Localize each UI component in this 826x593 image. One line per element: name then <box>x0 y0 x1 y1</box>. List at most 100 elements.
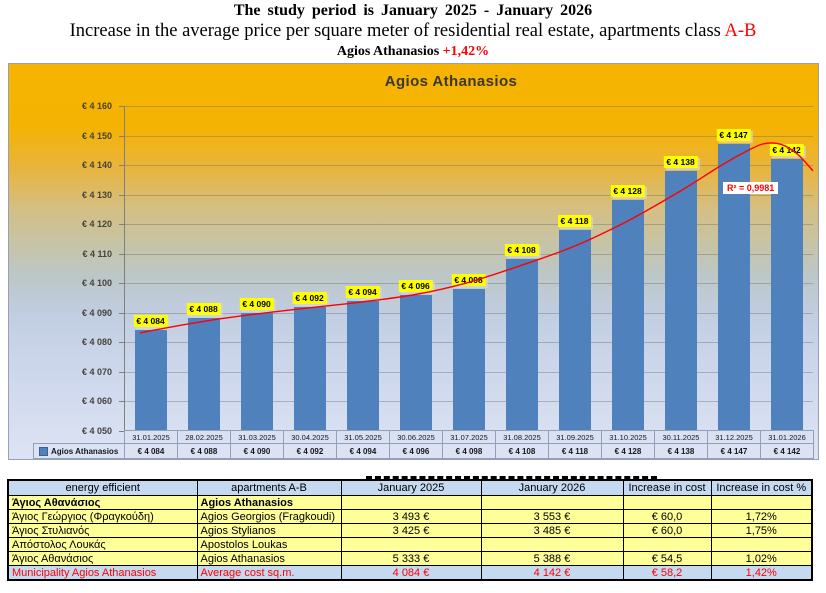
table-header-cell: January 2025 <box>340 479 482 496</box>
bar-value-label: € 4 092 <box>292 291 327 304</box>
table-header-cell: Increase in cost % <box>710 479 813 496</box>
chart-date-cell: 31.12.2025 <box>707 430 761 444</box>
table-row: Άγιος Αθανάσιος Agios Athanasios <box>7 495 813 510</box>
chart-date-cell: 31.07.2025 <box>442 430 496 444</box>
bar <box>399 294 432 431</box>
y-gridline <box>124 194 813 196</box>
table-cell: € 54,5 <box>622 551 712 566</box>
y-axis-tick-label: € 4 120 <box>81 219 112 229</box>
chart-date-cell: 31.08.2025 <box>495 430 549 444</box>
chart-value-cell: € 4 096 <box>389 443 443 459</box>
bar <box>558 229 591 431</box>
table-header-cell: Increase in cost <box>622 479 712 496</box>
y-axis-tick-mark <box>119 194 124 196</box>
chart-date-cell: 31.10.2025 <box>601 430 655 444</box>
table-cell: 3 485 € <box>480 523 624 538</box>
y-axis-tick-mark <box>119 106 124 107</box>
y-axis-tick-mark <box>119 135 124 137</box>
chart-value-cell: € 4 084 <box>124 443 178 459</box>
table-cell: 3 493 € <box>340 509 482 524</box>
r-squared-label: R² = 0,9981 <box>723 182 779 194</box>
table-header-cell: apartments A-B <box>196 479 342 496</box>
table-cell: 5 333 € <box>340 551 482 566</box>
y-axis-tick-label: € 4 090 <box>81 307 112 318</box>
y-axis-tick-mark <box>119 253 124 255</box>
y-gridline <box>124 106 813 107</box>
table-cell: € 60,0 <box>622 523 712 538</box>
table-cell: Άγιος Γεώργιος (Φραγκούδη) <box>7 509 198 524</box>
y-axis-tick-label: € 4 160 <box>81 101 112 111</box>
series-color-swatch-icon <box>39 446 48 456</box>
y-gridline <box>124 165 813 166</box>
table-cell: Agios Athanasios <box>196 495 342 510</box>
chart-date-cell: 28.02.2025 <box>177 430 231 444</box>
bar <box>240 312 273 431</box>
bar <box>611 200 644 431</box>
chart-legend-label: Agios Athanasios <box>51 446 119 456</box>
chart-value-cell: € 4 142 <box>760 443 814 459</box>
table-cell: 1,02% <box>710 551 813 566</box>
bar-value-label: € 4 108 <box>504 244 539 257</box>
bar-value-label: € 4 090 <box>239 297 274 310</box>
table-cell: Agios Athanasios <box>196 551 342 566</box>
y-axis-tick-mark <box>119 430 124 432</box>
chart-value-cell: € 4 138 <box>654 443 708 459</box>
table-row: Άγιος Αθανάσιος Agios Athanasios 5 333 €5 … <box>7 551 813 566</box>
y-axis-line <box>124 106 125 431</box>
chart-value-cell: € 4 090 <box>230 443 284 459</box>
table-cell: Άγιος Στυλιανός <box>7 523 198 538</box>
y-axis-tick-mark <box>119 401 124 402</box>
table-cell: 3 553 € <box>480 509 624 524</box>
chart-date-cell: 30.04.2025 <box>283 430 337 444</box>
chart-date-cell: 31.03.2025 <box>230 430 284 444</box>
chart-value-cell: € 4 147 <box>707 443 761 459</box>
chart-value-cell: € 4 092 <box>283 443 337 459</box>
chart-value-cell: € 4 088 <box>177 443 231 459</box>
comparison-table: energy efficient apartments A-B January 20… <box>7 479 813 581</box>
y-axis-tick-label: € 4 080 <box>81 337 112 347</box>
y-axis-tick-label: € 4 070 <box>81 366 112 377</box>
page-title-study-period: The study period is January 2025 - Janua… <box>0 2 826 20</box>
bar-value-label: € 4 128 <box>610 185 645 198</box>
y-axis-tick-label: € 4 060 <box>81 396 112 406</box>
table-top-border-artifact <box>366 476 657 479</box>
chart-date-cell: 31.09.2025 <box>548 430 602 444</box>
table-cell: Άγιος Αθανάσιος <box>7 551 198 566</box>
y-axis-tick-mark <box>119 371 124 373</box>
table-cell <box>710 495 813 510</box>
y-gridline <box>124 135 813 137</box>
percent-change-accent: +1,42% <box>442 44 490 59</box>
y-axis-tick-label: € 4 050 <box>81 425 112 436</box>
study-period-text: The study period is January 2025 - Janua… <box>233 2 593 19</box>
table-header-row: energy efficient apartments A-B January 20… <box>7 479 813 496</box>
chart-value-cell: € 4 094 <box>336 443 390 459</box>
table-cell: Average cost sq.m. <box>196 565 342 581</box>
table-cell: Άγιος Αθανάσιος <box>7 495 198 510</box>
table-cell: Agios Stylianos <box>196 523 342 538</box>
chart-value-cell: € 4 118 <box>548 443 602 459</box>
table-cell: 1,42% <box>710 565 813 581</box>
y-axis-tick-mark <box>119 342 124 343</box>
description-text: Increase in the average price per square… <box>69 21 725 41</box>
bar <box>293 306 326 431</box>
y-axis-tick-label: € 4 100 <box>81 278 112 288</box>
y-axis-tick-mark <box>119 283 124 284</box>
chart-date-cell: 31.01.2025 <box>124 430 178 444</box>
table-cell <box>622 537 712 552</box>
page-title-area-change: Agios Athanasios +1,42% <box>0 44 826 60</box>
bar <box>770 159 803 431</box>
chart-date-cell: 31.05.2025 <box>336 430 390 444</box>
chart-value-cell: € 4 098 <box>442 443 496 459</box>
bar-value-label: € 4 088 <box>186 303 221 316</box>
y-gridline <box>124 224 813 225</box>
bar <box>452 288 485 431</box>
table-cell: Απόστολος Λουκάς <box>7 537 198 552</box>
table-row: Άγιος Γεώργιος (Φραγκούδη) Agios Georgios… <box>7 509 813 524</box>
price-trend-chart: Agios Athanasios € 4 160 € 4 150 € 4 140 € … <box>8 63 819 460</box>
table-header-cell: January 2026 <box>480 479 624 496</box>
table-cell: € 58,2 <box>622 565 712 581</box>
table-row: Municipality Agios Athanasios Average cos… <box>7 565 813 581</box>
table-cell <box>480 495 624 510</box>
bar <box>664 170 697 431</box>
table-cell: 5 388 € <box>480 551 624 566</box>
